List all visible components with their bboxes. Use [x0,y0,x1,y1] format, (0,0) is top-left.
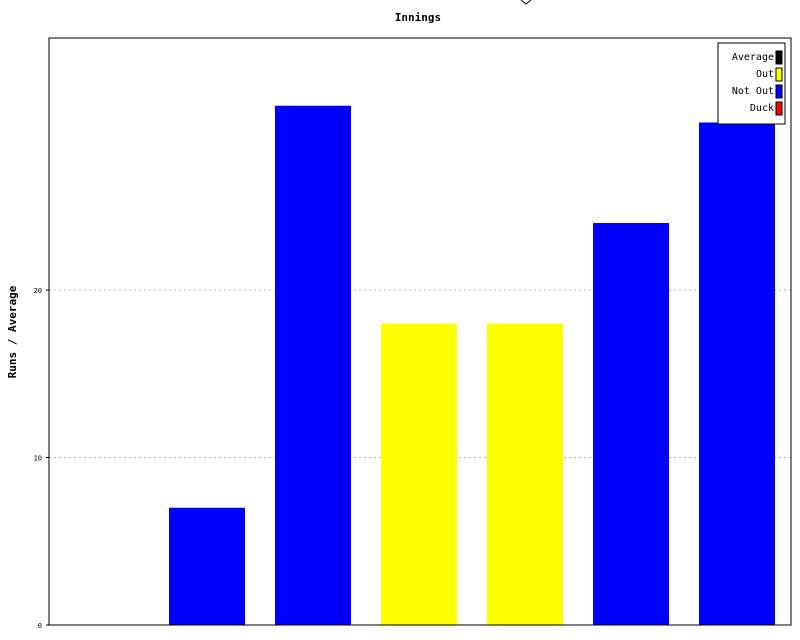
legend-label: Duck [750,103,774,114]
y-tick-label: 20 [34,287,42,295]
y-axis-label: Runs / Average [6,285,19,378]
legend-label: Average [732,52,774,63]
legend-label: Out [756,69,774,80]
bar-innings-3 [275,105,351,625]
bar-innings-2 [169,507,245,625]
bar-innings-7 [699,122,775,625]
y-tick-label: 10 [34,455,42,463]
legend-box [717,42,786,125]
bar-innings-5 [487,323,563,625]
bar-innings-6 [593,223,669,625]
bars [169,105,775,625]
legend-swatch [775,50,783,65]
y-tick-label: 0 [38,622,42,630]
y-tick-labels: 0 10 20 [34,287,49,630]
legend-label: Not Out [732,86,774,97]
chart-title: Innings [395,11,441,24]
legend-swatch [775,84,783,99]
plot-frame [48,37,792,626]
legend-swatch [775,101,783,116]
bar-innings-4 [381,323,457,625]
chevron-down-icon [520,0,532,5]
legend: Average Out Not Out Duck [717,42,786,125]
legend-swatch [775,67,783,82]
